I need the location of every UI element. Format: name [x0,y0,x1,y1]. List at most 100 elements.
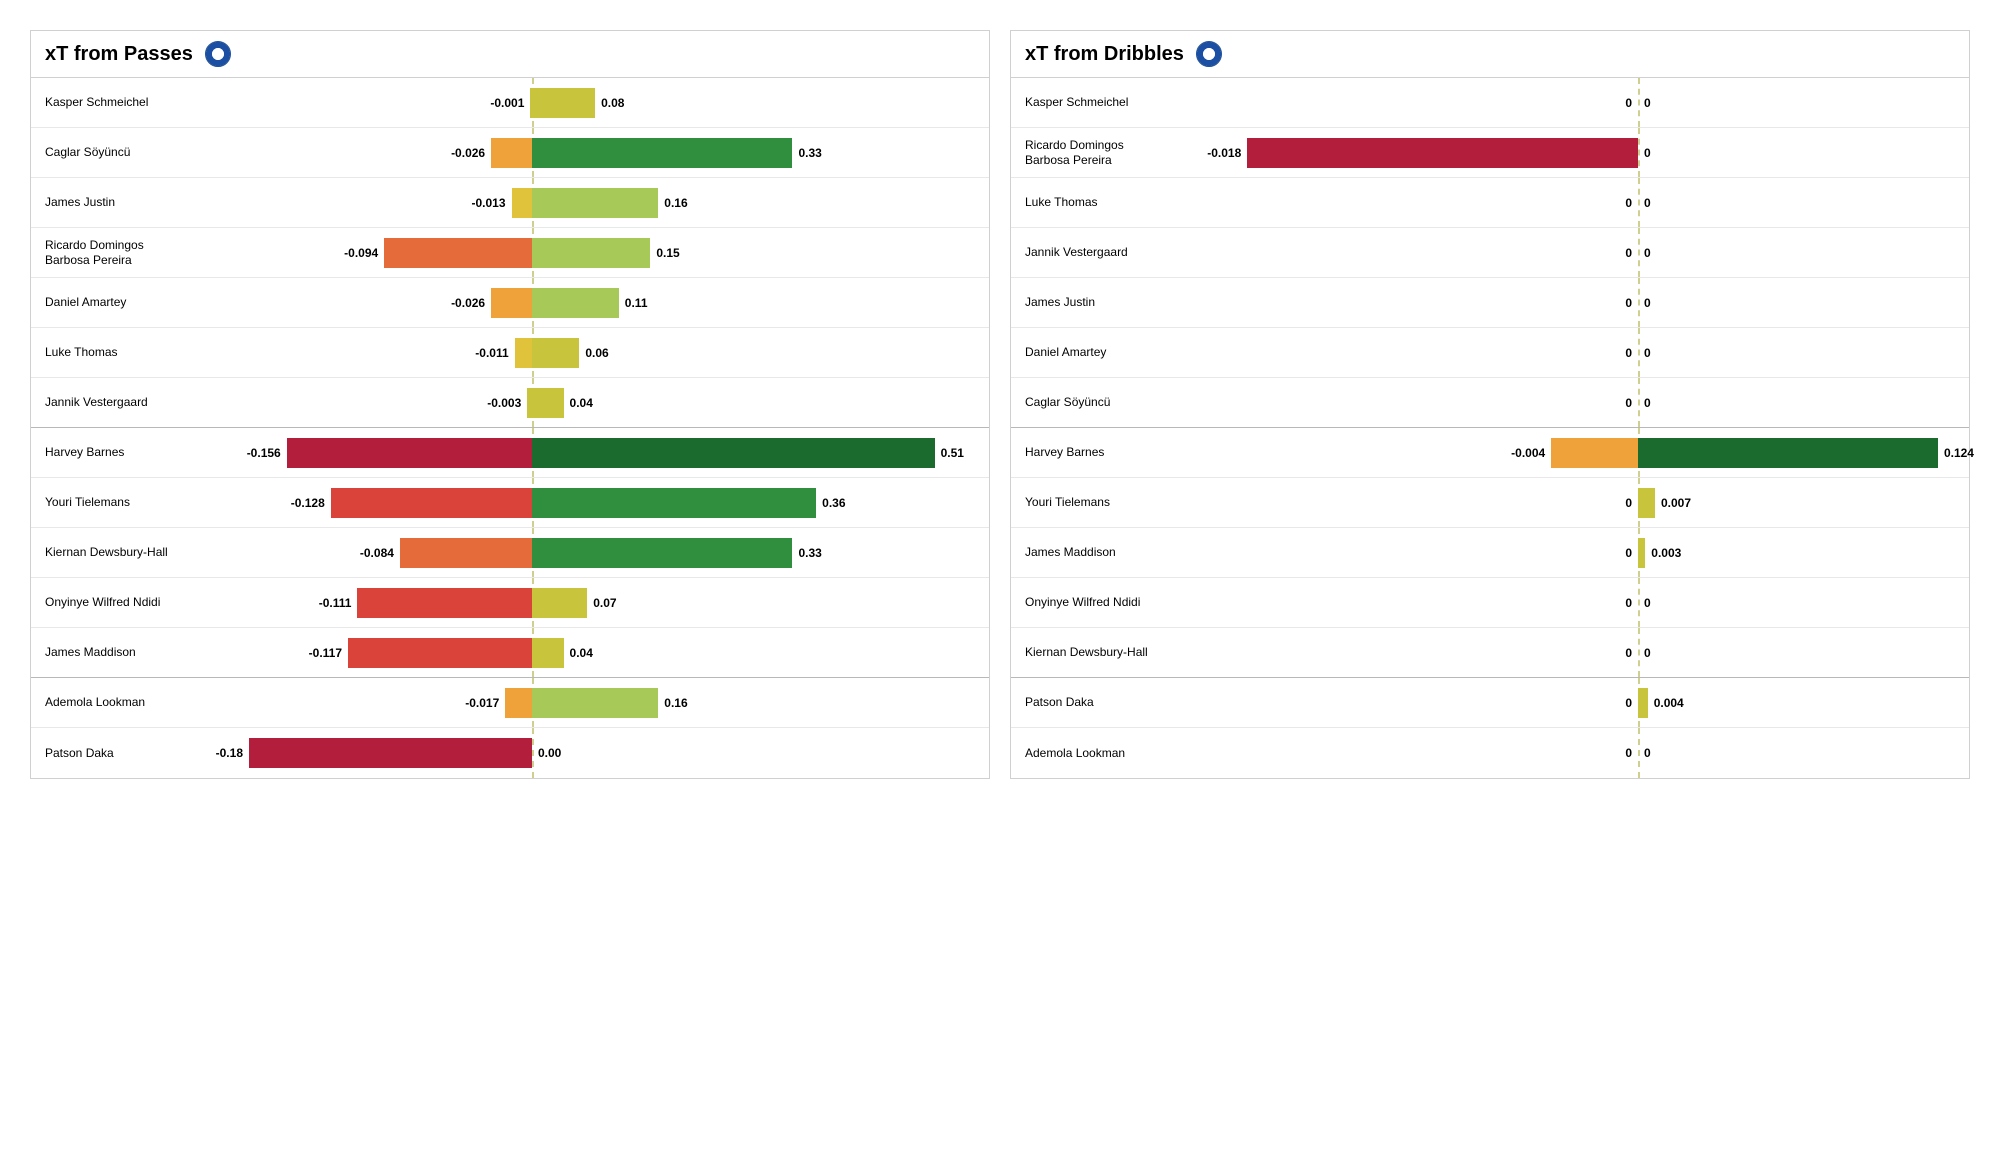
negative-value: -0.018 [1207,146,1241,160]
bar-area: 00 [1181,628,1969,677]
negative-value: 0 [1625,646,1632,660]
bar-area: -0.026 0.11 [201,278,989,327]
negative-value: -0.013 [472,196,506,210]
bar-area: -0.1170.04 [201,628,989,677]
negative-bar [287,438,532,468]
panel-header: xT from Passes [31,31,989,78]
bar-area: -0.017 0.16 [201,678,989,727]
player-name: Kasper Schmeichel [1011,95,1181,110]
negative-value: 0 [1625,496,1632,510]
positive-bar [1638,688,1648,718]
positive-value: 0.08 [601,96,624,110]
team-crest-icon [1196,41,1222,67]
player-name: James Maddison [1011,545,1181,560]
negative-value: -0.001 [490,96,524,110]
panel-header: xT from Dribbles [1011,31,1969,78]
negative-bar [1551,438,1638,468]
negative-value: -0.003 [487,396,521,410]
panel-title: xT from Dribbles [1025,43,1184,66]
bar-area: -0.084 0.33 [201,528,989,577]
negative-value: 0 [1625,296,1632,310]
negative-value: -0.18 [216,746,243,760]
chart-panel: xT from PassesKasper Schmeichel-0.0010.0… [30,30,990,779]
player-row: Luke Thomas00 [1011,178,1969,228]
positive-bar [532,688,658,718]
player-row: James Justin -0.013 0.16 [31,178,989,228]
negative-value: -0.017 [465,696,499,710]
negative-bar [400,538,532,568]
axis-line [1638,328,1640,377]
negative-value: -0.026 [451,296,485,310]
charts-container: xT from Passes Kasper Schmeichel -0.001 0.0… [30,30,1970,779]
player-row: Patson Daka-0.180.00 [31,728,989,778]
positive-bar [532,438,935,468]
positive-value: 0 [1644,746,1651,760]
player-row: Ricardo Domingos Barbosa Pereira-0.0940.… [31,228,989,278]
positive-value: 0.04 [570,396,593,410]
bar-area: 00 [1181,728,1969,778]
negative-value: 0 [1625,96,1632,110]
positive-value: 0 [1644,396,1651,410]
negative-bar [512,188,532,218]
positive-value: 0.004 [1654,696,1684,710]
player-name: James Justin [31,195,201,210]
positive-value: 0 [1644,346,1651,360]
bar-area: 00 [1181,228,1969,277]
player-row: Luke Thomas-0.0110.06 [31,328,989,378]
bar-area: -0.0180 [1181,128,1969,177]
bar-area: 00 [1181,578,1969,627]
negative-value: 0 [1625,546,1632,560]
player-name: Youri Tielemans [1011,495,1181,510]
player-name: Luke Thomas [31,345,201,360]
negative-value: -0.111 [319,596,352,610]
player-row: James Maddison00.003 [1011,528,1969,578]
bar-area: -0.0110.06 [201,328,989,377]
negative-bar [505,688,532,718]
axis-line [1638,728,1640,778]
axis-line [1638,78,1640,127]
bar-area: -0.1280.36 [201,478,989,527]
positive-value: 0.11 [625,296,648,310]
negative-value: 0 [1625,196,1632,210]
axis-line [532,728,534,778]
positive-value: 0.33 [798,146,821,160]
negative-value: -0.084 [360,546,394,560]
positive-value: 0.124 [1944,446,1974,460]
positive-bar [1638,538,1645,568]
player-row: Kasper Schmeichel-0.0010.08 [31,78,989,128]
negative-bar [491,138,532,168]
positive-value: 0.16 [664,696,687,710]
player-row: Youri Tielemans00.007 [1011,478,1969,528]
player-name: Patson Daka [1011,695,1181,710]
negative-value: 0 [1625,246,1632,260]
axis-line [1638,378,1640,427]
player-row: Ademola Lookman00 [1011,728,1969,778]
bar-area: -0.1110.07 [201,578,989,627]
negative-bar [1247,138,1638,168]
negative-value: -0.011 [475,346,508,360]
positive-bar [1638,488,1655,518]
positive-value: 0.16 [664,196,687,210]
player-row: Daniel Amartey00 [1011,328,1969,378]
chart-panel: xT from DribblesKasper Schmeichel00Ricar… [1010,30,1970,779]
player-name: James Maddison [31,645,201,660]
negative-value: 0 [1625,746,1632,760]
player-name: Daniel Amartey [31,295,201,310]
axis-line [1638,178,1640,227]
team-crest-icon [205,41,231,67]
positive-value: 0.33 [798,546,821,560]
negative-value: 0 [1625,596,1632,610]
bar-area: -0.0940.15 [201,228,989,277]
player-row: Jannik Vestergaard-0.0030.04 [31,378,989,428]
player-name: Onyinye Wilfred Ndidi [1011,595,1181,610]
negative-bar [331,488,532,518]
axis-line [1638,578,1640,627]
axis-line [1638,278,1640,327]
positive-bar [532,638,564,668]
player-row: Caglar Söyüncü -0.026 0.33 [31,128,989,178]
positive-value: 0.15 [656,246,679,260]
player-name: Caglar Söyüncü [31,145,201,160]
player-name: Daniel Amartey [1011,345,1181,360]
negative-value: -0.026 [451,146,485,160]
panel-title: xT from Passes [45,43,193,66]
